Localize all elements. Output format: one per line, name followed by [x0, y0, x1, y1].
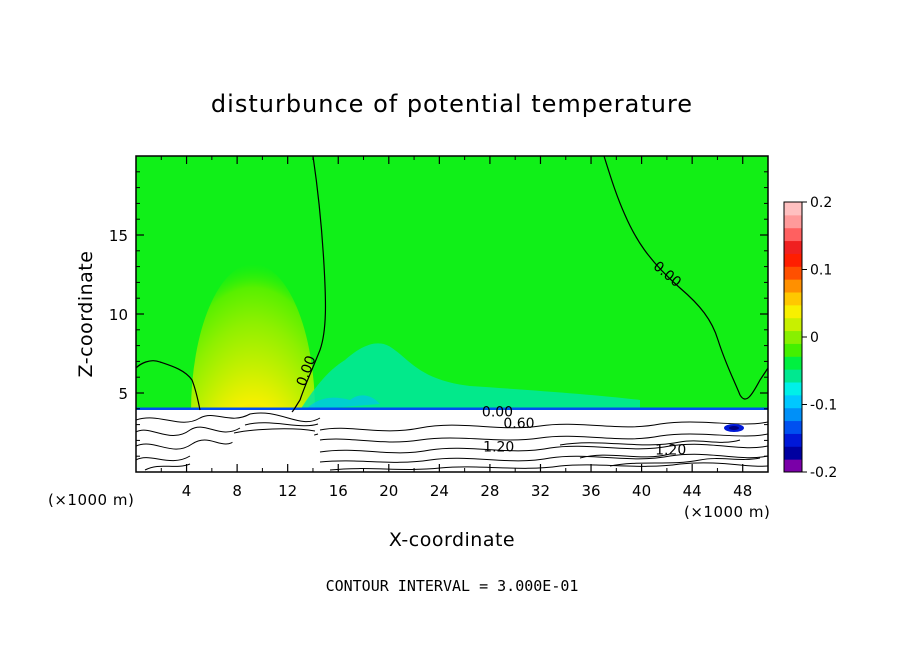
- colorbar-swatch: [784, 433, 802, 447]
- colorbar-swatch: [784, 343, 802, 357]
- colorbar-tick-label: -0.2: [810, 465, 837, 481]
- x-tick-label: 28: [480, 482, 499, 500]
- x-tick-label: 40: [632, 482, 651, 500]
- colorbar-swatch: [784, 240, 802, 254]
- zero-contour-left: [136, 360, 201, 411]
- colorbar-swatch: [784, 292, 802, 306]
- colorbar-tick-label: -0.1: [810, 398, 837, 414]
- x-tick-label: 44: [683, 482, 702, 500]
- colorbar-swatch: [784, 459, 802, 473]
- colorbar-swatch: [784, 279, 802, 293]
- y-tick-label: 15: [109, 227, 128, 245]
- x-tick-label: 12: [278, 482, 297, 500]
- lower-layer-contours: [136, 412, 768, 471]
- colorbar-swatch: [784, 253, 802, 267]
- colorbar-swatch: [784, 394, 802, 409]
- colorbar-swatch: [784, 446, 802, 460]
- y-axis: 5 10 15: [109, 171, 768, 457]
- x-tick-label: 48: [733, 482, 752, 500]
- x-tick-label: 24: [430, 482, 449, 500]
- x-tick-label: 8: [232, 482, 242, 500]
- colorbar-swatch: [784, 317, 802, 332]
- colorbar-swatch: [784, 214, 802, 229]
- x-tick-label: 16: [329, 482, 348, 500]
- colorbar-swatch: [784, 369, 802, 383]
- colorbar-tick-label: 0.2: [810, 195, 832, 211]
- colorbar-swatch: [784, 420, 802, 434]
- contour-interval-note: CONTOUR INTERVAL = 3.000E-01: [326, 577, 579, 595]
- x-axis: 4 8 12 16 20 24 28 32 36 40 44 48: [160, 156, 752, 500]
- colorbar-swatch: [784, 304, 802, 319]
- zero-contour-center: [291, 156, 327, 413]
- colorbar-swatch: [784, 202, 802, 216]
- colorbar-swatch: [784, 356, 802, 370]
- colorbar: 0.2 0.1 0 -0.1 -0.2: [783, 195, 837, 481]
- x-unit-left: (×1000 m): [48, 491, 134, 509]
- contour-label: 1.20: [483, 439, 514, 455]
- zero-contour-right: [603, 156, 768, 400]
- x-tick-label: 4: [182, 482, 192, 500]
- colorbar-tick-label: 0: [810, 330, 819, 346]
- x-tick-label: 20: [379, 482, 398, 500]
- x-tick-label: 32: [531, 482, 550, 500]
- contour-label: 0.00: [482, 405, 513, 421]
- colorbar-swatch: [784, 330, 802, 344]
- contour-label: 0.60: [503, 416, 534, 432]
- y-tick-label: 5: [118, 385, 128, 403]
- x-unit-right: (×1000 m): [684, 503, 770, 521]
- contour-label: 1.20: [655, 443, 686, 459]
- colorbar-tick-label: 0.1: [810, 263, 832, 279]
- colorbar-swatch: [784, 382, 802, 396]
- x-tick-label: 36: [581, 482, 600, 500]
- chart-title: disturbunce of potential temperature: [211, 90, 693, 118]
- cool-anomaly: [300, 343, 640, 410]
- plot-area: [136, 156, 768, 472]
- y-tick-label: 10: [109, 306, 128, 324]
- colorbar-swatch: [784, 266, 802, 280]
- colorbar-swatch: [784, 407, 802, 422]
- colorbar-swatch: [784, 227, 802, 242]
- zero-contours: [136, 156, 768, 413]
- y-axis-label: Z-coordinate: [75, 251, 97, 378]
- x-axis-label: X-coordinate: [389, 529, 515, 551]
